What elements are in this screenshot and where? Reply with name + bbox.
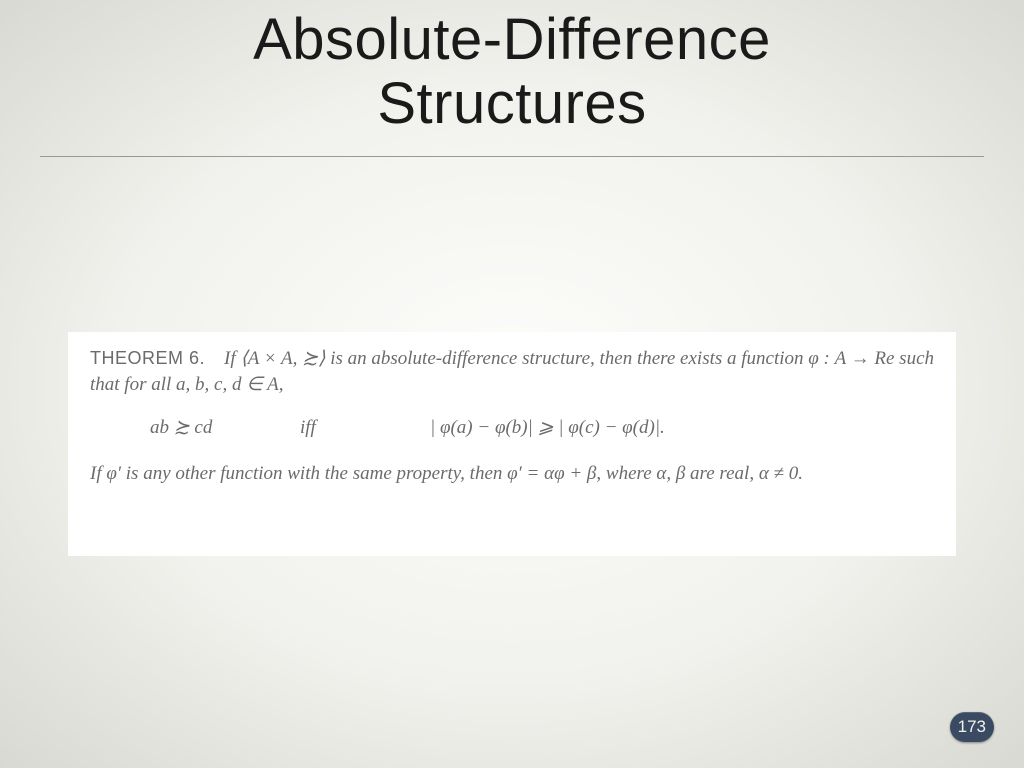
slide: Absolute-Difference Structures THEOREM 6… <box>0 0 1024 768</box>
title-line-2: Structures <box>377 71 646 136</box>
title-line-1: Absolute-Difference <box>253 7 771 72</box>
page-number: 173 <box>958 717 986 736</box>
theorem-uniqueness: If φ′ is any other function with the sam… <box>90 461 934 487</box>
theorem-intro: If ⟨A × A, ≿⟩ is an absolute-difference … <box>90 348 934 395</box>
title-underline <box>40 156 984 157</box>
theorem-formula: ab ≿ cd iff | φ(a) − φ(b)| ⩾ | φ(c) − φ(… <box>90 415 934 441</box>
page-number-badge: 173 <box>950 712 994 742</box>
theorem-box: THEOREM 6. If ⟨A × A, ≿⟩ is an absolute-… <box>68 332 956 556</box>
formula-iff: iff <box>300 415 430 441</box>
theorem-statement: THEOREM 6. If ⟨A × A, ≿⟩ is an absolute-… <box>90 346 934 397</box>
theorem-label: THEOREM 6. <box>90 348 205 368</box>
formula-rhs: | φ(a) − φ(b)| ⩾ | φ(c) − φ(d)|. <box>430 415 934 441</box>
formula-lhs: ab ≿ cd <box>90 415 300 441</box>
page-title: Absolute-Difference Structures <box>0 8 1024 136</box>
